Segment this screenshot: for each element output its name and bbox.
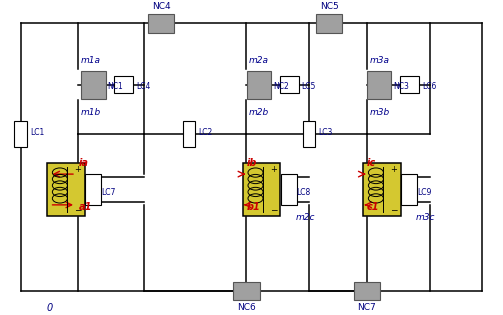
Text: NC1: NC1 — [108, 82, 123, 91]
Bar — [81, 71, 106, 99]
Text: −: − — [270, 205, 277, 214]
Text: NC6: NC6 — [237, 303, 256, 312]
Text: m1b: m1b — [81, 108, 101, 117]
Text: LC2: LC2 — [198, 128, 212, 137]
Bar — [400, 77, 419, 93]
Bar — [85, 174, 101, 205]
Text: −: − — [390, 205, 397, 214]
Text: ia: ia — [78, 158, 89, 168]
Text: NC4: NC4 — [152, 2, 171, 11]
Bar — [233, 282, 260, 300]
Text: +: + — [390, 165, 397, 174]
Text: b1: b1 — [246, 202, 260, 212]
Bar — [243, 163, 280, 216]
Bar — [114, 77, 133, 93]
Text: NC3: NC3 — [393, 82, 409, 91]
Text: LC7: LC7 — [101, 188, 115, 197]
Text: ic: ic — [367, 158, 376, 168]
Bar — [183, 121, 195, 147]
Bar — [363, 163, 401, 216]
Text: 0: 0 — [47, 303, 53, 313]
Bar — [316, 14, 343, 32]
Text: m3a: m3a — [369, 56, 389, 65]
Text: ib: ib — [246, 158, 257, 168]
Bar — [148, 14, 174, 32]
Bar — [401, 174, 417, 205]
Bar — [247, 71, 271, 99]
Text: LC6: LC6 — [422, 82, 437, 91]
Text: +: + — [270, 165, 277, 174]
Text: LC8: LC8 — [297, 188, 311, 197]
Text: m3b: m3b — [369, 108, 390, 117]
Text: m1a: m1a — [81, 56, 101, 65]
Text: m2c: m2c — [296, 213, 315, 222]
Bar — [367, 71, 391, 99]
Bar — [47, 163, 85, 216]
Bar — [280, 77, 299, 93]
Bar — [354, 282, 380, 300]
Text: NC5: NC5 — [320, 2, 339, 11]
Text: +: + — [74, 165, 81, 174]
Text: m3c: m3c — [416, 213, 436, 222]
Bar — [281, 174, 297, 205]
Bar — [15, 121, 27, 147]
Text: −: − — [74, 205, 81, 214]
Text: LC4: LC4 — [136, 82, 150, 91]
Bar — [303, 121, 315, 147]
Text: LC1: LC1 — [30, 128, 44, 137]
Text: LC3: LC3 — [318, 128, 332, 137]
Text: LC5: LC5 — [302, 82, 316, 91]
Text: LC9: LC9 — [417, 188, 432, 197]
Text: c1: c1 — [367, 202, 379, 212]
Text: NC7: NC7 — [358, 303, 376, 312]
Text: NC2: NC2 — [273, 82, 289, 91]
Text: a1: a1 — [78, 202, 92, 212]
Text: m2a: m2a — [249, 56, 269, 65]
Text: m2b: m2b — [249, 108, 269, 117]
